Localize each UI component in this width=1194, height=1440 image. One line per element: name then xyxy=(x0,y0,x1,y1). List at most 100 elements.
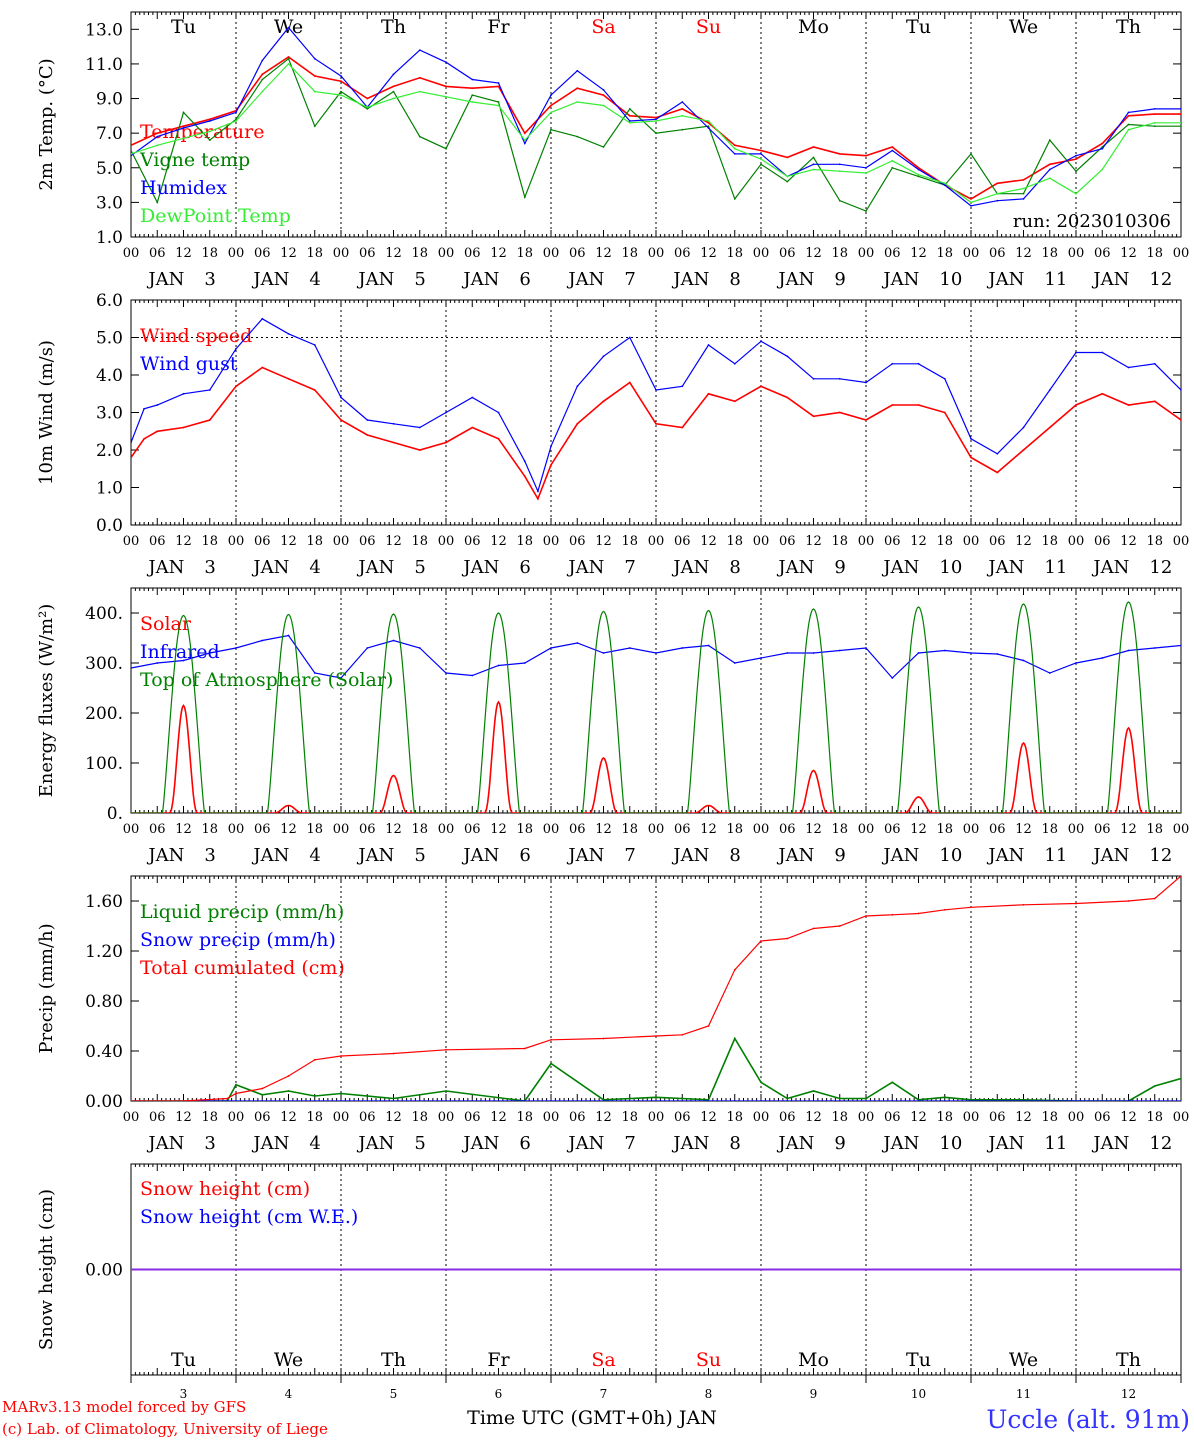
data-point xyxy=(996,653,999,655)
data-point xyxy=(235,1092,237,1095)
data-point xyxy=(760,657,762,659)
panel-5: 0.00 Snow height (cm) Tu We Th Fr Sa Su Mo Tu We Th… xyxy=(36,1163,1182,1401)
data-point xyxy=(865,1100,867,1101)
hour-tick-label: 18 xyxy=(1146,534,1163,549)
data-point xyxy=(1153,125,1156,128)
data-point xyxy=(182,111,185,114)
date-month-label: JAN xyxy=(356,845,394,866)
hour-tick-label: 12 xyxy=(280,534,297,549)
data-point xyxy=(445,61,447,64)
date-day-label: 12 xyxy=(1149,269,1172,290)
data-point xyxy=(1180,1077,1181,1080)
date-day-label: 4 xyxy=(309,845,320,866)
data-point xyxy=(1180,125,1181,128)
data-point xyxy=(523,196,526,199)
date-month-label: JAN xyxy=(986,269,1024,290)
date-day-label: 12 xyxy=(1149,845,1172,866)
data-point xyxy=(733,147,736,150)
y-tick-label: 0.0 xyxy=(96,516,123,536)
hour-tick-label: 06 xyxy=(884,246,901,261)
data-point xyxy=(970,153,972,155)
data-point xyxy=(156,404,159,406)
date-month-label: JAN xyxy=(251,1133,289,1154)
data-point xyxy=(418,135,421,138)
hour-tick-label: 00 xyxy=(858,1110,875,1125)
data-point xyxy=(760,940,762,942)
hour-tick-label: 12 xyxy=(280,1110,297,1125)
legend-entry: Vigne temp xyxy=(139,149,250,171)
data-point xyxy=(1127,111,1130,114)
hour-tick-label: 18 xyxy=(306,822,323,837)
data-point xyxy=(366,434,369,436)
date-day-label: 11 xyxy=(1044,269,1067,290)
date-month-label: JAN xyxy=(461,269,499,290)
data-point xyxy=(445,95,447,98)
data-point xyxy=(523,139,526,142)
weekday-label: Tu xyxy=(906,16,931,38)
hour-tick-label: 06 xyxy=(149,246,166,261)
data-point xyxy=(471,94,474,96)
data-point xyxy=(313,75,316,77)
date-month-label: JAN xyxy=(986,557,1024,578)
data-point xyxy=(550,464,552,466)
data-point xyxy=(655,652,657,654)
data-point xyxy=(970,204,972,207)
data-point xyxy=(865,419,867,421)
data-point xyxy=(812,146,815,148)
weekday-label: Mo xyxy=(798,1349,829,1371)
hour-tick-label: 12 xyxy=(1015,1110,1032,1125)
data-point xyxy=(1022,659,1025,662)
data-point xyxy=(313,1058,316,1061)
weekday-label: We xyxy=(1009,16,1038,38)
hour-tick-label: 00 xyxy=(963,534,980,549)
data-point xyxy=(1022,187,1025,190)
hour-tick-label: 18 xyxy=(516,1110,533,1125)
data-point xyxy=(917,173,920,176)
lab-credit: (c) Lab. of Climatology, University of L… xyxy=(2,1420,328,1438)
data-point xyxy=(602,1037,605,1040)
hour-tick-label: 12 xyxy=(1015,534,1032,549)
y-tick-label: 2.0 xyxy=(96,441,123,461)
data-point xyxy=(576,135,579,138)
y-tick-label: 7.0 xyxy=(96,124,123,144)
date-month-label: JAN xyxy=(776,269,814,290)
data-point xyxy=(865,172,867,174)
hour-tick-label: 18 xyxy=(201,1110,218,1125)
hour-tick-label: 18 xyxy=(831,1110,848,1125)
data-point xyxy=(628,120,631,122)
data-point xyxy=(471,87,474,90)
hour-tick-label: 18 xyxy=(936,534,953,549)
data-point xyxy=(208,389,211,391)
hour-tick-label: 18 xyxy=(516,822,533,837)
data-point xyxy=(471,674,474,677)
data-point xyxy=(1180,113,1181,115)
data-point xyxy=(1153,1085,1156,1087)
hour-tick-label: 00 xyxy=(963,822,980,837)
data-point xyxy=(917,166,920,169)
data-point xyxy=(628,114,631,117)
hour-tick-label: 12 xyxy=(700,534,717,549)
data-point xyxy=(1075,192,1077,195)
series-line-wind-speed xyxy=(131,366,1181,501)
data-point xyxy=(970,437,972,440)
data-point xyxy=(392,1097,395,1100)
data-point xyxy=(471,78,474,81)
hour-tick-label: 18 xyxy=(1041,534,1058,549)
data-point xyxy=(550,128,552,131)
data-point xyxy=(655,118,657,121)
hour-tick-label: 12 xyxy=(1120,822,1137,837)
weekday-label: Fr xyxy=(487,1349,510,1371)
hour-tick-label: 00 xyxy=(123,1110,140,1125)
hour-tick-label: 00 xyxy=(648,246,665,261)
legend-entry: Wind gust xyxy=(140,353,238,375)
hour-tick-label: 18 xyxy=(1041,822,1058,837)
y-axis-label: 10m Wind (m/s) xyxy=(36,340,57,485)
data-point xyxy=(1153,362,1156,365)
date-day-label: 4 xyxy=(309,557,320,578)
data-point xyxy=(313,389,316,391)
data-point xyxy=(1048,389,1051,391)
date-month-label: JAN xyxy=(881,845,919,866)
hour-tick-label: 06 xyxy=(254,534,271,549)
data-point xyxy=(838,163,841,166)
date-month-label: JAN xyxy=(1091,845,1129,866)
